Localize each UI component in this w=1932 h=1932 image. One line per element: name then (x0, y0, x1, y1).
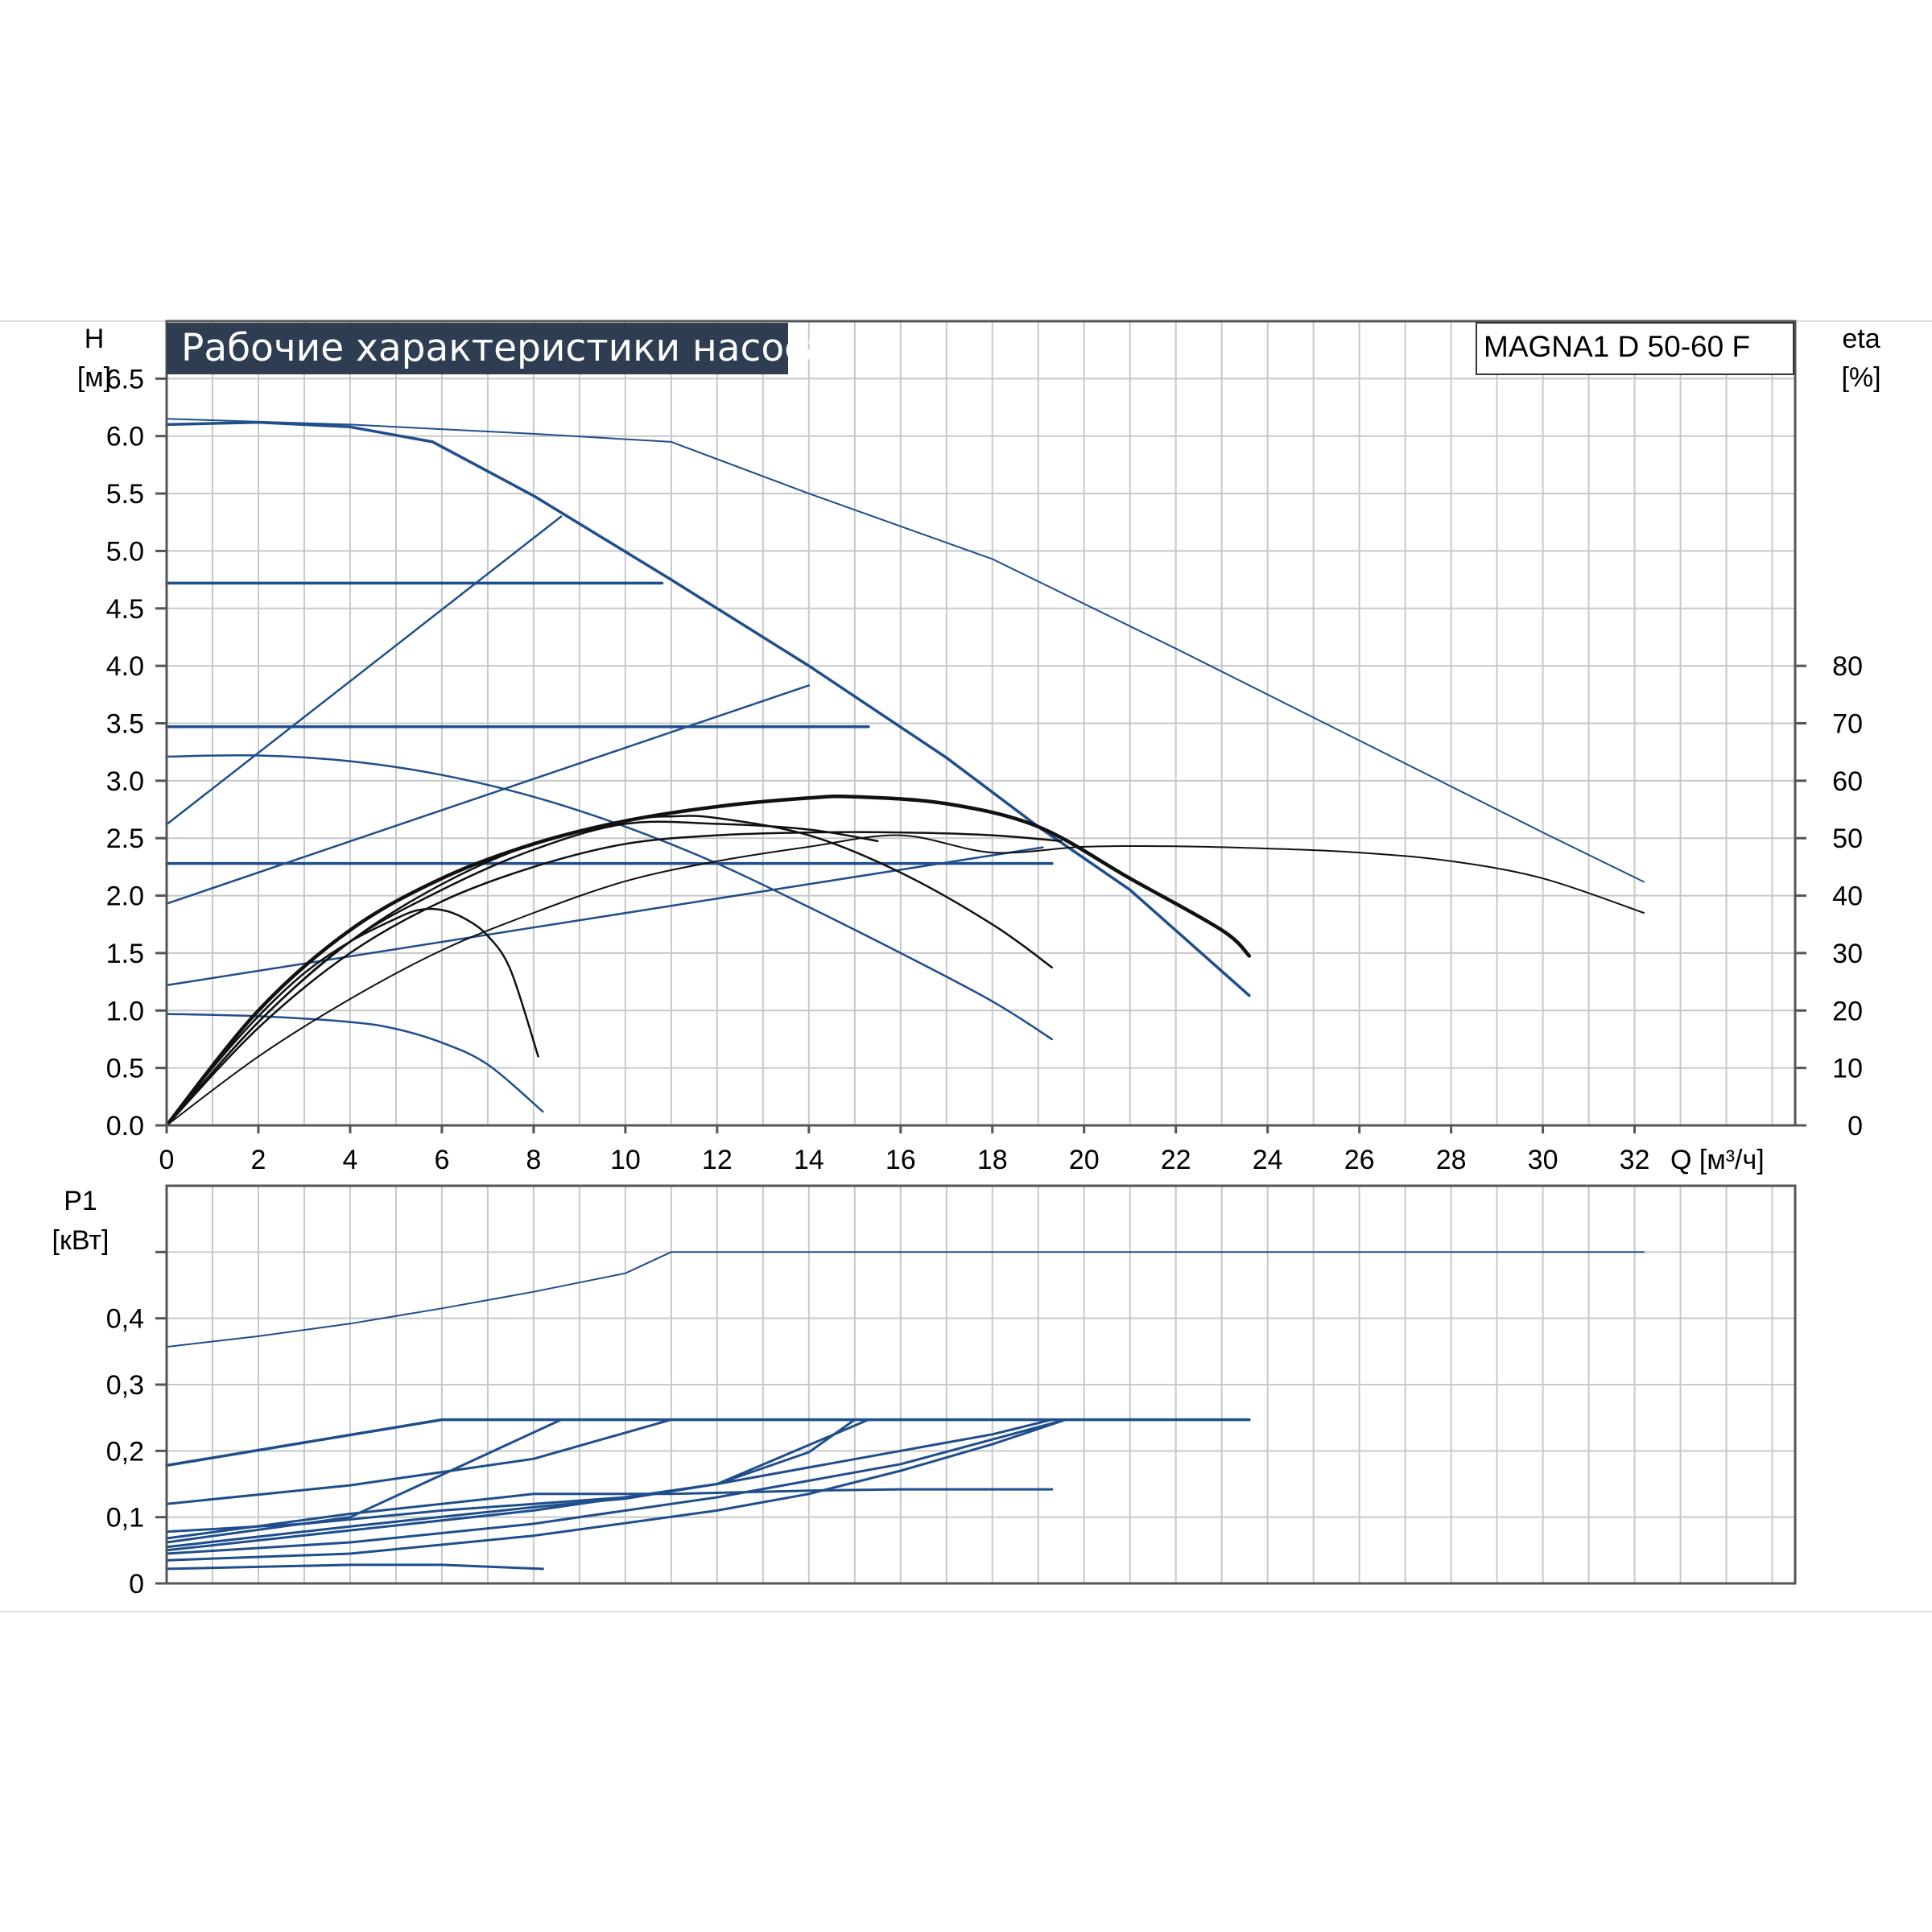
power-curve (165, 1418, 857, 1534)
x-tick-label: 26 (1344, 1145, 1375, 1175)
x-tick-label: 12 (702, 1145, 733, 1175)
y-tick-label: 2.5 (106, 824, 144, 854)
x-tick-label: 14 (794, 1145, 824, 1175)
power-axis-unit: [кВт] (52, 1225, 109, 1256)
power-curve (165, 1418, 673, 1505)
power-tick-label: 0,2 (106, 1436, 144, 1467)
head-series (164, 418, 1645, 1128)
head-grid (167, 320, 1795, 1125)
eta-tick-label: 40 (1832, 881, 1863, 912)
power-curve (165, 1418, 870, 1552)
eta-tick-label: 10 (1832, 1054, 1863, 1084)
power-axis-label: P1 (64, 1186, 97, 1216)
x-tick-label: 30 (1528, 1145, 1558, 1175)
y-tick-label: 2.0 (106, 881, 144, 912)
power-curve (165, 1418, 1067, 1555)
eta-axis-label: eta (1842, 324, 1880, 354)
efficiency-curve (164, 794, 1252, 1128)
x-tick-label: 32 (1620, 1145, 1650, 1175)
x-tick-label: 0 (159, 1145, 175, 1175)
x-tick-label: 8 (526, 1145, 541, 1175)
x-tick-label: 22 (1161, 1145, 1191, 1175)
efficiency-curve (166, 834, 1645, 1126)
eta-axis-unit: [%] (1841, 362, 1880, 393)
head-curve (165, 515, 563, 826)
power-curve (166, 1251, 1645, 1348)
y-tick-label: 3.0 (106, 766, 144, 797)
efficiency-curve (165, 907, 539, 1127)
head-plot: 0 2 4 6 8 10 12 14 16 18 20 22 24 26 28 30 32 0.00.51.01… (77, 320, 1881, 1175)
power-curve (165, 1418, 1251, 1468)
y-tick-label: 0.0 (106, 1111, 144, 1141)
power-curve (165, 1563, 544, 1571)
y-tick-label: 5.5 (106, 479, 144, 510)
head-y-ticks: 0.0 0.5 1.0 1.5 2.0 2.5 3.0 3.5 4.0 4.5 5.0 5.5 6.0 6… (106, 364, 167, 1141)
y-tick-label: 6.5 (106, 364, 144, 394)
power-tick-label: 0,3 (106, 1370, 144, 1401)
y-axis-label-h: H (85, 324, 105, 354)
y-tick-label: 3.5 (106, 709, 144, 740)
efficiency-curve (165, 831, 1063, 1127)
power-y-ticks: 0 0,1 0,2 0,3 0,4 (106, 1250, 167, 1600)
y-tick-label: 1.5 (106, 939, 144, 969)
chart-title-box (167, 323, 788, 374)
power-series (165, 1251, 1645, 1571)
y-tick-label: 0.5 (106, 1054, 144, 1084)
eta-tick-label: 30 (1832, 939, 1863, 969)
head-curve (165, 420, 1251, 997)
eta-tick-label: 60 (1832, 766, 1863, 797)
x-tick-label: 10 (610, 1145, 641, 1175)
x-tick-label: 4 (342, 1145, 357, 1175)
eta-tick-label: 20 (1832, 996, 1863, 1026)
head-eta-ticks: 0 10 20 30 40 50 60 70 80 (1795, 651, 1863, 1141)
model-label-box (1476, 322, 1794, 375)
x-tick-label: 28 (1436, 1145, 1467, 1175)
y-tick-label: 1.0 (106, 996, 144, 1026)
x-tick-label: 24 (1253, 1145, 1283, 1175)
power-tick-label: 0,1 (106, 1503, 144, 1534)
x-tick-label: 16 (886, 1145, 916, 1175)
y-tick-label: 6.0 (106, 422, 144, 452)
x-tick-label: 20 (1069, 1145, 1100, 1175)
y-axis-unit-m: [м] (77, 362, 111, 393)
y-tick-label: 5.0 (106, 536, 144, 567)
efficiency-curve (165, 815, 1054, 1127)
x-tick-label: 6 (434, 1145, 449, 1175)
eta-tick-label: 0 (1847, 1111, 1863, 1141)
power-curve (165, 1418, 563, 1544)
chart-title: Рабочие характеристики насоса (181, 326, 828, 370)
head-curve (165, 684, 811, 905)
power-tick-label: 0 (129, 1569, 144, 1600)
x-tick-label: 2 (251, 1145, 266, 1175)
power-curve (165, 1418, 1067, 1562)
eta-tick-label: 50 (1832, 824, 1863, 854)
y-tick-label: 4.0 (106, 651, 144, 682)
head-curve (165, 846, 1044, 987)
head-curve (166, 418, 1645, 883)
power-plot: 0 0,1 0,2 0,3 0,4 P1 [кВт] (52, 1184, 1797, 1600)
power-tick-label: 0,4 (106, 1304, 144, 1335)
eta-tick-label: 80 (1832, 651, 1863, 682)
head-x-ticks: 0 2 4 6 8 10 12 14 16 18 20 22 24 26 28 30 32 (159, 1125, 1650, 1175)
model-label: MAGNA1 D 50-60 F (1484, 330, 1750, 363)
x-tick-label: 18 (977, 1145, 1008, 1175)
power-curve (165, 1418, 1054, 1549)
power-curve (165, 1488, 1054, 1540)
eta-tick-label: 70 (1832, 709, 1863, 740)
head-curve (165, 753, 1054, 1041)
y-tick-label: 4.5 (106, 594, 144, 625)
x-axis-label: Q [м³/ч] (1670, 1145, 1765, 1175)
